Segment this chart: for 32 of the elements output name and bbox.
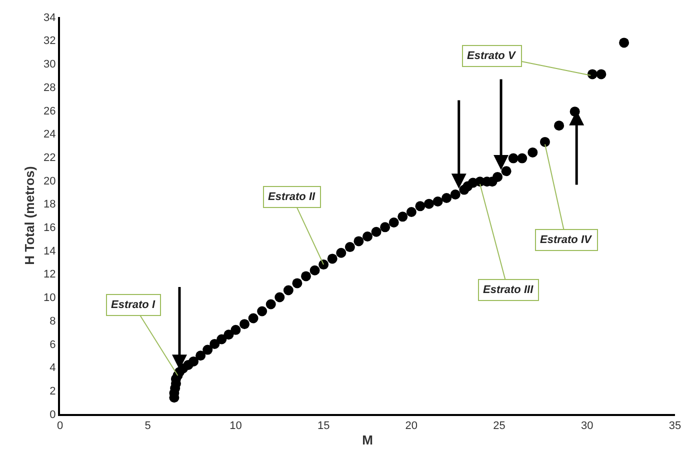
annotation: Estrato IV [540, 234, 594, 246]
y-axis-title: H Total (metros) [22, 166, 37, 265]
y-tick-label: 2 [50, 386, 56, 398]
x-tick-label: 30 [581, 420, 594, 432]
annotation: Estrato V [467, 50, 517, 62]
y-tick-label: 30 [44, 58, 56, 71]
y-tick-label: 28 [44, 82, 56, 94]
y-tick-label: 34 [44, 12, 56, 24]
y-tick-label: 10 [44, 292, 56, 304]
annotation: Estrato I [111, 299, 156, 311]
x-tick-label: 15 [317, 420, 330, 432]
y-tick-label: 20 [44, 175, 56, 188]
y-tick-label: 0 [50, 408, 56, 421]
x-axis-title: M [362, 432, 373, 448]
x-tick-label: 35 [668, 420, 682, 432]
x-tick-label: 5 [144, 420, 151, 432]
x-tick-label: 10 [230, 420, 242, 432]
x-tick-label: 25 [493, 420, 506, 432]
y-tick-label: 32 [44, 35, 56, 48]
y-tick-label: 16 [44, 222, 56, 234]
y-tick-label: 14 [44, 245, 56, 258]
y-tick-label: 22 [44, 152, 56, 164]
annotation: Estrato II [268, 191, 316, 203]
y-tick-label: 6 [50, 338, 56, 351]
y-tick-label: 26 [44, 105, 56, 118]
y-tick-label: 12 [44, 268, 56, 281]
x-tick-label: 20 [405, 420, 418, 432]
annotation: Estrato III [483, 284, 534, 296]
y-tick-label: 24 [44, 128, 56, 141]
y-tick-label: 18 [44, 198, 56, 211]
y-tick-label: 4 [50, 362, 56, 374]
y-tick-label: 8 [50, 315, 56, 328]
